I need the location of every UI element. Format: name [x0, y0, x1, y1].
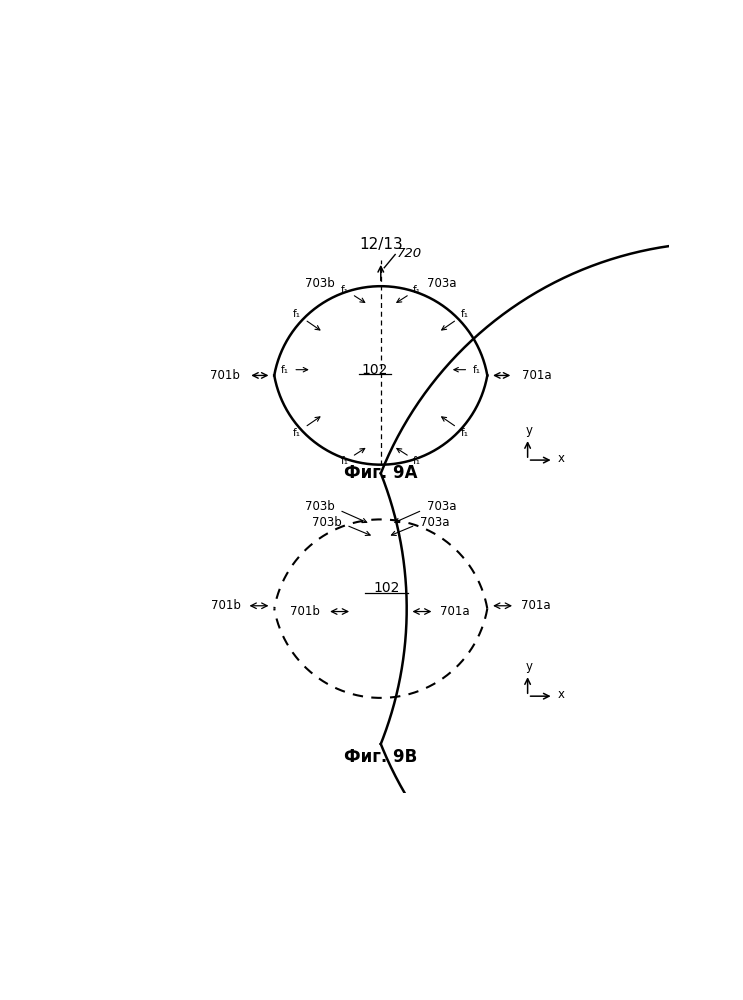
Text: 701a: 701a: [440, 605, 470, 618]
Text: f₁: f₁: [413, 456, 421, 466]
Text: Фиг. 9В: Фиг. 9В: [344, 748, 418, 766]
Text: f₁: f₁: [413, 285, 421, 295]
Text: 701a: 701a: [522, 369, 551, 382]
Text: 701b: 701b: [211, 599, 241, 612]
Text: 703a: 703a: [426, 277, 456, 290]
Text: y: y: [526, 424, 533, 437]
Text: x: x: [557, 688, 565, 701]
Text: f₁: f₁: [461, 428, 469, 438]
Text: f₁: f₁: [341, 285, 348, 295]
Text: 720: 720: [396, 247, 421, 260]
Text: x: x: [557, 452, 565, 465]
Text: f₁: f₁: [293, 428, 300, 438]
Text: 102: 102: [362, 363, 388, 377]
Text: 703b: 703b: [305, 500, 334, 513]
Text: 703a: 703a: [426, 500, 456, 513]
Text: f₁: f₁: [293, 309, 300, 319]
Text: Фиг. 9А: Фиг. 9А: [344, 464, 418, 482]
Text: f₁: f₁: [341, 456, 348, 466]
Text: f₁: f₁: [281, 365, 289, 375]
Text: 701b: 701b: [210, 369, 240, 382]
Text: 703b: 703b: [305, 277, 334, 290]
Text: y: y: [526, 660, 533, 673]
Text: 703b: 703b: [312, 516, 342, 529]
Text: 701b: 701b: [291, 605, 320, 618]
Text: 701a: 701a: [521, 599, 551, 612]
Text: 1: 1: [380, 474, 381, 475]
Text: f₁: f₁: [461, 309, 469, 319]
Text: 102: 102: [374, 581, 400, 595]
Text: 12/13: 12/13: [359, 237, 403, 252]
Text: 703a: 703a: [420, 516, 450, 529]
Text: f₁: f₁: [473, 365, 481, 375]
